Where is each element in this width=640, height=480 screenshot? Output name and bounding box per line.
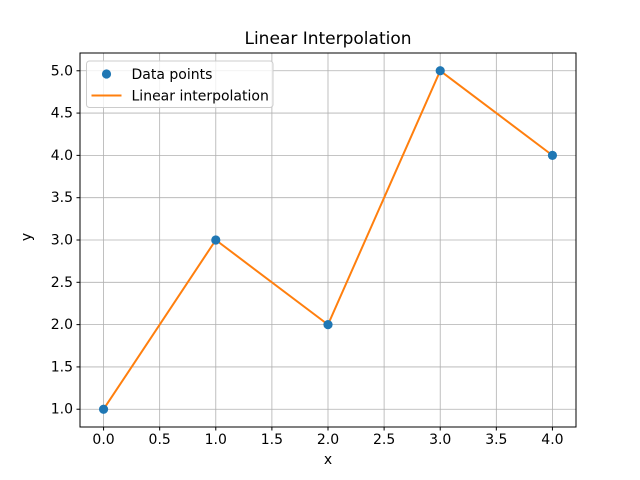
legend-marker-data-points [101, 69, 112, 79]
data-point-marker [547, 150, 558, 160]
x-tick-label: 0.5 [149, 432, 171, 448]
data-point-marker [435, 66, 445, 76]
legend-box [86, 60, 274, 108]
x-tick-label: 1.5 [261, 432, 283, 448]
legend-label-data-points: Data points [132, 67, 213, 83]
y-tick-label: 1.0 [51, 402, 73, 418]
y-tick-label: 2.0 [51, 317, 73, 333]
data-point-marker [98, 404, 109, 414]
chart-title: Linear Interpolation [244, 29, 412, 49]
x-tick-label: 2.0 [317, 432, 339, 448]
y-tick-label: 4.0 [51, 148, 73, 164]
y-tick-label: 2.5 [51, 275, 73, 291]
y-tick-label: 3.5 [51, 190, 73, 206]
data-point-marker [323, 320, 333, 330]
y-tick-label: 4.5 [51, 106, 73, 122]
x-tick-label: 4.0 [541, 432, 563, 448]
legend-label-linear-interpolation: Linear interpolation [132, 89, 269, 105]
y-tick-label: 3.0 [51, 233, 73, 249]
x-tick-label: 3.0 [429, 432, 451, 448]
data-point-marker [211, 235, 221, 245]
y-tick-label: 5.0 [51, 63, 73, 79]
x-tick-label: 0.0 [92, 432, 114, 448]
x-tick-label: 3.5 [485, 432, 507, 448]
x-tick-label: 2.5 [373, 432, 395, 448]
x-axis-label: x [323, 452, 333, 468]
y-tick-label: 1.5 [51, 359, 73, 375]
y-axis-label: y [19, 232, 35, 242]
x-tick-label: 1.0 [205, 432, 227, 448]
